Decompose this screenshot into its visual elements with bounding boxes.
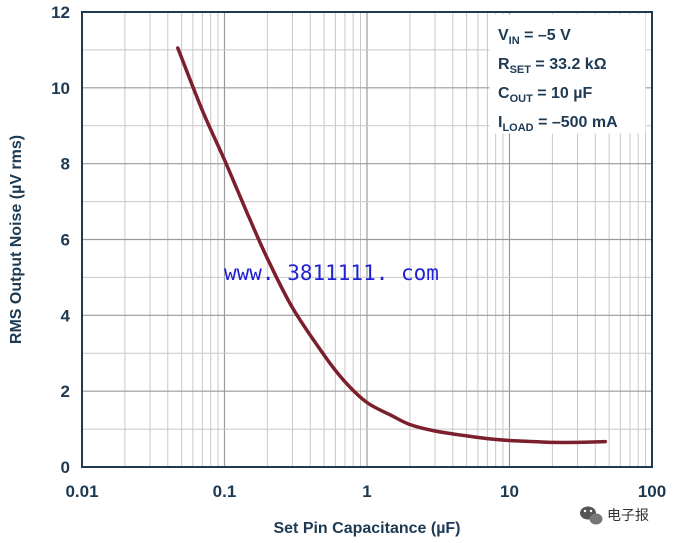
x-tick-label: 0.01 (65, 482, 98, 501)
source-badge: 电子报 (580, 506, 649, 525)
legend-line: VIN = –5 V (498, 27, 571, 47)
legend-line: ILOAD = –500 mA (498, 114, 618, 134)
y-tick-label: 8 (61, 155, 70, 174)
y-tick-label: 4 (61, 306, 71, 325)
wechat-icon (580, 506, 603, 525)
watermark: www. 3811111. com (224, 261, 439, 285)
legend-line: COUT = 10 µF (498, 85, 592, 105)
x-tick-label: 100 (638, 482, 666, 501)
x-axis-title: Set Pin Capacitance (µF) (273, 520, 460, 537)
source-label: 电子报 (607, 508, 649, 524)
y-tick-label: 12 (51, 3, 70, 22)
x-tick-label: 10 (500, 482, 519, 501)
x-tick-label: 1 (362, 482, 371, 501)
legend-line: RSET = 33.2 kΩ (498, 56, 607, 76)
conditions-legend: VIN = –5 V RSET = 33.2 kΩ COUT = 10 µF ILOA… (489, 14, 646, 134)
x-tick-labels: 0.01 0.1 1 10 100 (65, 482, 666, 501)
y-tick-label: 10 (51, 79, 70, 98)
plot-frame (81, 11, 653, 468)
legend-box (489, 14, 646, 134)
series-line (176, 46, 608, 445)
y-tick-labels: 0 2 4 6 8 10 12 (51, 3, 70, 477)
y-axis-title: RMS Output Noise (µV rms) (8, 135, 25, 344)
x-tick-label: 0.1 (213, 482, 237, 501)
y-tick-label: 0 (61, 458, 70, 477)
y-tick-label: 6 (61, 231, 70, 250)
y-tick-label: 2 (61, 382, 70, 401)
